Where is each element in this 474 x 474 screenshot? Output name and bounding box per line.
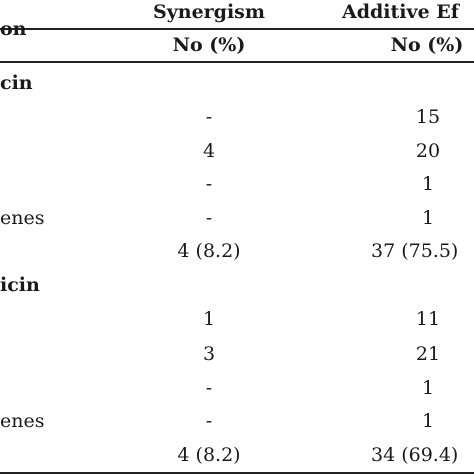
section-title: icin — [0, 274, 40, 296]
header-divider — [0, 28, 474, 30]
table-cell-synergism-total: 4 (8.2) — [177, 240, 241, 262]
table-cell-additive: 1 — [421, 377, 435, 399]
table-cell-synergism: - — [205, 410, 213, 432]
table-cell-synergism: - — [205, 377, 213, 399]
table-cell-additive-total: 34 (69.4) — [371, 444, 459, 466]
header-synergism-unit: No (%) — [172, 34, 246, 56]
header-synergism: Synergism — [153, 1, 265, 23]
table-cell-synergism: - — [205, 173, 213, 195]
table-cell-additive: 15 — [415, 106, 441, 128]
table-cell-additive: 1 — [421, 207, 435, 229]
header-additive-unit: No (%) — [390, 34, 464, 56]
table-cell-synergism: 3 — [202, 343, 216, 365]
subheader-divider — [0, 61, 474, 63]
table-cell-synergism: 1 — [202, 308, 216, 330]
header-first-column: on — [0, 18, 27, 40]
header-additive-effect: Additive Ef — [342, 1, 459, 23]
table-cell-additive: 1 — [421, 410, 435, 432]
table-bottom-rule — [0, 472, 474, 474]
table-cell-additive: 21 — [415, 343, 441, 365]
table-cell-additive-total: 37 (75.5) — [371, 240, 459, 262]
table-row-label: enes — [0, 207, 45, 229]
table-row-label: enes — [0, 410, 45, 432]
table-cell-additive: 1 — [421, 173, 435, 195]
table-cell-additive: 20 — [415, 140, 441, 162]
section-title: cin — [0, 72, 33, 94]
table-cell-synergism: - — [205, 207, 213, 229]
table-cell-synergism: 4 — [202, 140, 216, 162]
table-cell-synergism-total: 4 (8.2) — [177, 444, 241, 466]
table-cell-additive: 11 — [415, 308, 441, 330]
table-cell-synergism: - — [205, 106, 213, 128]
